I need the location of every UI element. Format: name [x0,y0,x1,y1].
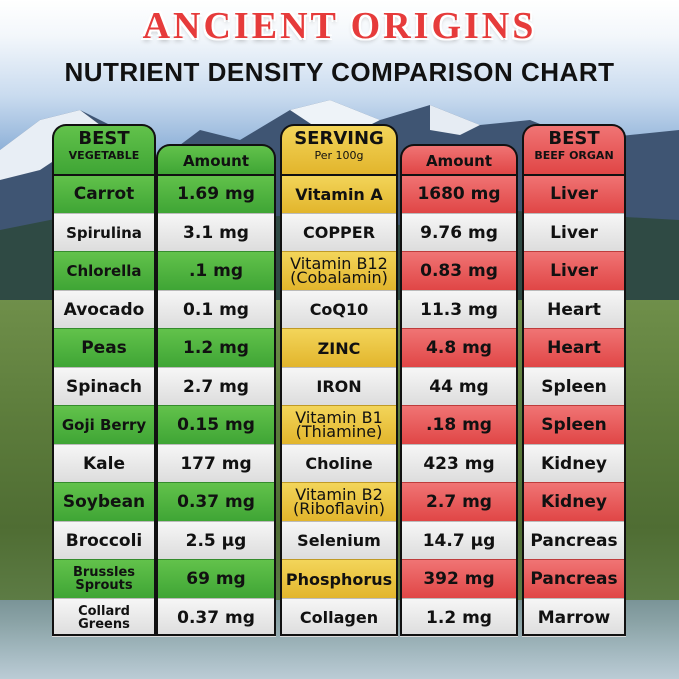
vegetable-line2: Sprouts [75,578,133,593]
cell-veg-amount: 0.1 mg [156,289,276,329]
cell-vegetable: Soybean [52,482,156,521]
cell-vegetable: Peas [52,328,156,367]
cell-organ: Liver [522,251,626,290]
cell-veg-amount: 1.69 mg [156,174,276,213]
cell-veg-amount: 0.37 mg [156,482,276,521]
cell-organ: Pancreas [522,559,626,598]
cell-veg-amount: 3.1 mg [156,212,276,252]
header-line2: BEEF ORGAN [534,149,614,162]
header-line1: Amount [182,152,250,170]
cell-organ-amount: .18 mg [400,405,518,444]
cell-organ: Heart [522,328,626,367]
cell-vegetable: Collard Greens [52,597,156,637]
nutrient-subname: (Thiamine) [295,422,383,441]
header-line2: Per 100g [314,149,364,162]
cell-veg-amount: 0.37 mg [156,597,276,637]
cell-vegetable: Spirulina [52,212,156,252]
cell-vegetable: Goji Berry [52,405,156,444]
cell-nutrient: CoQ10 [280,289,398,329]
nutrient-name: Vitamin B2 [295,485,383,504]
header-vegetable: BEST VEGETABLE [52,124,156,174]
cell-organ-amount: 392 mg [400,559,518,598]
cell-vegetable: Brussles Sprouts [52,559,156,598]
header-line1: BEST [548,128,600,149]
cell-vegetable: Broccoli [52,520,156,560]
nutrient-subname: (Cobalamin) [290,268,388,287]
nutrient-name: Vitamin B12 [290,254,388,273]
header-line1: BEST [78,128,130,149]
header-line1: Amount [425,152,493,170]
cell-veg-amount: 69 mg [156,559,276,598]
cell-nutrient: Vitamin A [280,174,398,213]
nutrient-subname: (Riboflavin) [293,499,385,518]
cell-organ-amount: 0.83 mg [400,251,518,290]
cell-nutrient: Selenium [280,520,398,560]
cell-veg-amount: 0.15 mg [156,405,276,444]
cell-organ: Liver [522,212,626,252]
cell-organ-amount: 1680 mg [400,174,518,213]
cell-vegetable: Kale [52,443,156,483]
cell-vegetable: Spinach [52,366,156,406]
cell-organ: Spleen [522,405,626,444]
cell-organ-amount: 2.7 mg [400,482,518,521]
cell-veg-amount: 1.2 mg [156,328,276,367]
cell-organ: Kidney [522,443,626,483]
cell-organ: Marrow [522,597,626,637]
cell-organ-amount: 4.8 mg [400,328,518,367]
vegetable-line1: Brussles [72,565,136,580]
chart-subtitle: NUTRIENT DENSITY COMPARISON CHART [64,57,615,87]
cell-nutrient: Phosphorus [280,559,398,598]
cell-veg-amount: 2.7 mg [156,366,276,406]
nutrient-name: Vitamin B1 [295,408,383,427]
cell-organ: Kidney [522,482,626,521]
header-organ-amount: Amount [400,144,518,174]
cell-veg-amount: .1 mg [156,251,276,290]
cell-organ-amount: 423 mg [400,443,518,483]
vegetable-line1: Collard [78,603,130,619]
header-serving: SERVING Per 100g [280,124,398,174]
header-organ: BEST BEEF ORGAN [522,124,626,174]
cell-organ-amount: 11.3 mg [400,289,518,329]
brand-title: ANCIENT ORIGINS [142,5,537,47]
cell-organ-amount: 14.7 µg [400,520,518,560]
cell-organ-amount: 44 mg [400,366,518,406]
cell-organ: Pancreas [522,520,626,560]
cell-organ-amount: 9.76 mg [400,212,518,252]
header-line2: VEGETABLE [68,149,140,162]
cell-nutrient: Vitamin B12 (Cobalamin) [280,251,398,290]
cell-vegetable: Avocado [52,289,156,329]
cell-veg-amount: 177 mg [156,443,276,483]
cell-organ: Spleen [522,366,626,406]
cell-nutrient: Vitamin B1 (Thiamine) [280,405,398,444]
cell-vegetable: Carrot [52,174,156,213]
cell-organ-amount: 1.2 mg [400,597,518,637]
cell-nutrient: Vitamin B2 (Riboflavin) [280,482,398,521]
cell-vegetable: Chlorella [52,251,156,290]
cell-nutrient: Collagen [280,597,398,637]
cell-organ: Liver [522,174,626,213]
cell-nutrient: COPPER [280,212,398,252]
cell-nutrient: Choline [280,443,398,483]
cell-nutrient: IRON [280,366,398,406]
vegetable-line2: Greens [78,616,130,632]
header-veg-amount: Amount [156,144,276,174]
cell-organ: Heart [522,289,626,329]
header-line1: SERVING [294,128,384,149]
cell-veg-amount: 2.5 µg [156,520,276,560]
cell-nutrient: ZINC [280,328,398,367]
